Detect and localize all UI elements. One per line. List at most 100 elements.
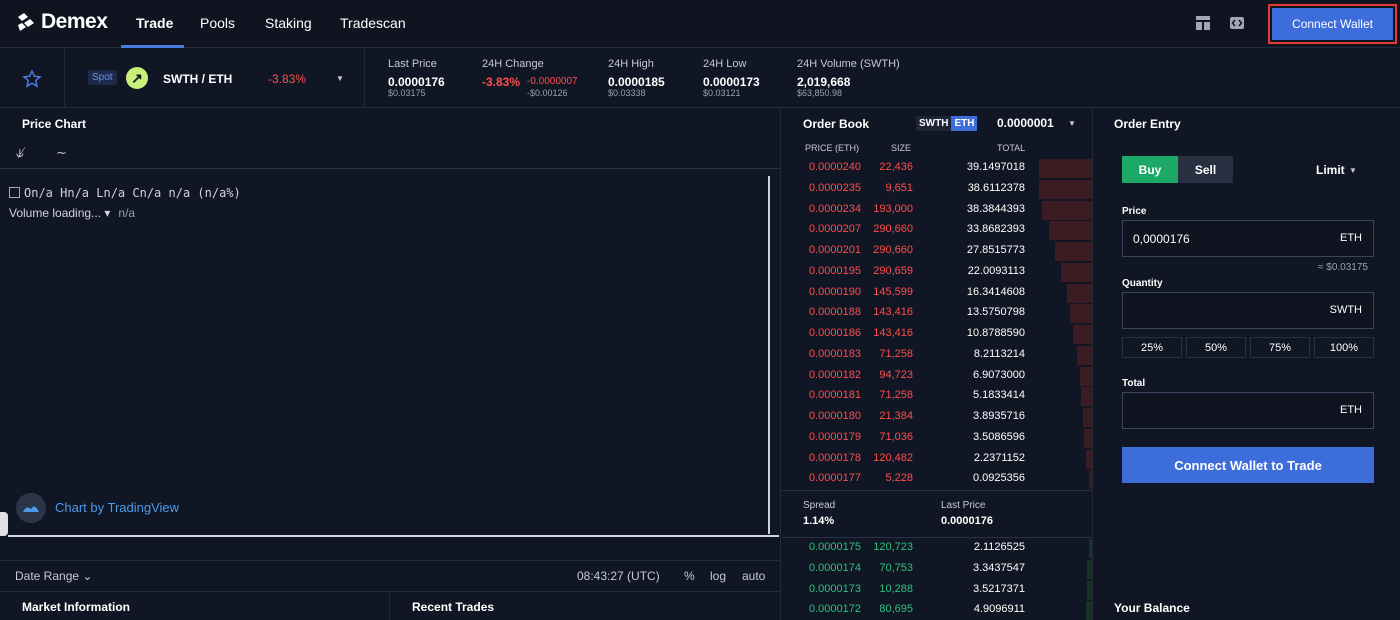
depth-bar: [1076, 345, 1092, 365]
panel-divider: [0, 560, 780, 561]
connect-wallet-to-trade-button[interactable]: Connect Wallet to Trade: [1122, 447, 1374, 483]
ask-row[interactable]: 0.0000195 290,659 22.0093113: [782, 262, 1092, 282]
volume-legend: Volume loading... ▾ n/a: [9, 206, 135, 220]
tradingview-logo-icon[interactable]: [16, 493, 46, 523]
ob-header-price: PRICE (ETH): [805, 143, 859, 153]
ask-total: 16.3414608: [966, 285, 1025, 298]
ask-row[interactable]: 0.0000181 71,258 5.1833414: [782, 386, 1092, 407]
depth-bar: [1070, 304, 1092, 324]
pct-50-button[interactable]: 50%: [1186, 337, 1246, 358]
code-icon[interactable]: [1229, 15, 1245, 31]
spread-label: Spread: [803, 500, 836, 511]
ask-size: 9,651: [885, 181, 913, 194]
ask-row[interactable]: 0.0000188 143,416 13.5750798: [782, 303, 1092, 324]
bid-row[interactable]: 0.0000174 70,753 3.3437547: [782, 559, 1092, 579]
recent-trades-title[interactable]: Recent Trades: [412, 600, 495, 614]
nav-pools[interactable]: Pools: [200, 15, 236, 31]
ask-row[interactable]: 0.0000240 22,436 39.1497018: [782, 158, 1092, 178]
percent-scale-toggle[interactable]: %: [684, 569, 695, 583]
ask-size: 22,436: [879, 161, 913, 173]
tick-size-selector[interactable]: 0.0000001: [997, 116, 1054, 130]
bid-row[interactable]: 0.0000173 10,288 3.5217371: [782, 580, 1092, 600]
total-field[interactable]: ETH: [1122, 392, 1374, 429]
ask-price: 0.0000235: [809, 181, 861, 194]
order-type-selector[interactable]: Limit: [1316, 163, 1345, 177]
ask-row[interactable]: 0.0000179 71,036 3.5086596: [782, 428, 1092, 448]
order-book-pair-toggle[interactable]: SWTH ETH: [916, 116, 978, 131]
collapse-legend-icon[interactable]: [9, 187, 20, 198]
stat-label: 24H Change: [482, 58, 544, 70]
ask-row[interactable]: 0.0000182 94,723 6.9073000: [782, 366, 1092, 386]
chart-canvas[interactable]: [0, 168, 780, 538]
ask-row[interactable]: 0.0000235 9,651 38.6112378: [782, 179, 1092, 199]
panel-divider: [389, 591, 390, 620]
chart-resize-handle[interactable]: [0, 512, 8, 536]
ask-row[interactable]: 0.0000234 193,000 38.3844393: [782, 200, 1092, 220]
layout-icon[interactable]: [1195, 15, 1211, 31]
bid-row[interactable]: 0.0000172 80,695 4.9096911: [782, 600, 1092, 620]
quantity-field[interactable]: SWTH: [1122, 292, 1374, 329]
chart-clock: 08:43:27 (UTC): [577, 569, 660, 583]
depth-bar: [1073, 325, 1092, 344]
ask-row[interactable]: 0.0000201 290,660 27.8515773: [782, 241, 1092, 261]
ask-row[interactable]: 0.0000190 145,599 16.3414608: [782, 283, 1092, 303]
base-toggle[interactable]: SWTH: [916, 116, 952, 131]
ask-price: 0.0000186: [809, 327, 861, 339]
price-input-value[interactable]: 0,0000176: [1133, 232, 1190, 246]
pct-100-button[interactable]: 100%: [1314, 337, 1374, 358]
ask-row[interactable]: 0.0000186 143,416 10.8788590: [782, 324, 1092, 344]
ask-row[interactable]: 0.0000183 71,258 8.2113214: [782, 345, 1092, 365]
favorite-star-icon[interactable]: [22, 69, 42, 89]
stat-label: 24H High: [608, 58, 654, 70]
demex-logo[interactable]: Demex: [15, 10, 108, 34]
bid-row[interactable]: 0.0000175 120,723 2.1126525: [782, 538, 1092, 558]
ask-size: 71,258: [879, 347, 913, 360]
auto-scale-toggle[interactable]: auto: [742, 569, 766, 583]
ask-price: 0.0000207: [809, 223, 861, 236]
connect-wallet-button[interactable]: Connect Wallet: [1272, 8, 1393, 40]
price-label: Price: [1122, 206, 1147, 217]
stat-sub: $63,850.98: [797, 88, 843, 98]
ask-total: 3.8935716: [973, 410, 1025, 422]
depth-bar: [1088, 539, 1092, 558]
depth-bar: [1054, 242, 1092, 261]
buy-tab[interactable]: Buy: [1122, 156, 1178, 183]
price-field[interactable]: 0,0000176 ETH: [1122, 220, 1374, 257]
candlestick-icon[interactable]: ⫝̸: [16, 145, 24, 160]
line-chart-icon[interactable]: ∼: [56, 145, 67, 160]
stat-value-secondary: -0.0000007: [527, 76, 578, 87]
ask-total: 8.2113214: [973, 347, 1025, 360]
pct-25-button[interactable]: 25%: [1122, 337, 1182, 358]
order-type-caret-icon[interactable]: ▼: [1349, 166, 1357, 175]
depth-bar: [1061, 262, 1092, 282]
price-unit: ETH: [1340, 232, 1362, 244]
market-type-badge: Spot: [88, 70, 117, 85]
pct-75-button[interactable]: 75%: [1250, 337, 1310, 358]
log-scale-toggle[interactable]: log: [710, 569, 727, 583]
nav-tradescan[interactable]: Tradescan: [340, 15, 406, 31]
date-range-selector[interactable]: Date Range ⌄: [15, 569, 93, 583]
ask-row[interactable]: 0.0000177 5,228 0.0925356: [782, 469, 1092, 490]
ask-row[interactable]: 0.0000180 21,384 3.8935716: [782, 407, 1092, 427]
tick-size-caret-icon[interactable]: ▼: [1068, 119, 1076, 128]
pair-dropdown-caret-icon[interactable]: ▼: [336, 74, 344, 83]
ticker-bar: [0, 49, 1400, 108]
ask-total: 33.8682393: [966, 223, 1025, 236]
depth-bar: [1084, 428, 1092, 448]
bid-price: 0.0000175: [809, 541, 861, 553]
total-unit: ETH: [1340, 404, 1362, 416]
ask-row[interactable]: 0.0000207 290,660 33.8682393: [782, 220, 1092, 241]
quote-toggle[interactable]: ETH: [951, 116, 978, 131]
market-information-title[interactable]: Market Information: [22, 600, 131, 614]
pair-name[interactable]: SWTH / ETH: [163, 72, 233, 86]
stat-value: 0.0000185: [608, 75, 665, 89]
depth-bar: [1087, 580, 1092, 600]
stat-label: 24H Low: [703, 58, 747, 70]
nav-staking[interactable]: Staking: [265, 15, 312, 31]
ask-price: 0.0000180: [809, 410, 861, 422]
tradingview-attribution[interactable]: Chart by TradingView: [55, 500, 180, 515]
sell-tab[interactable]: Sell: [1178, 156, 1233, 183]
ask-row[interactable]: 0.0000178 120,482 2.2371152: [782, 449, 1092, 469]
nav-trade[interactable]: Trade: [136, 15, 174, 31]
volume-caret-icon[interactable]: ▾: [101, 206, 111, 220]
